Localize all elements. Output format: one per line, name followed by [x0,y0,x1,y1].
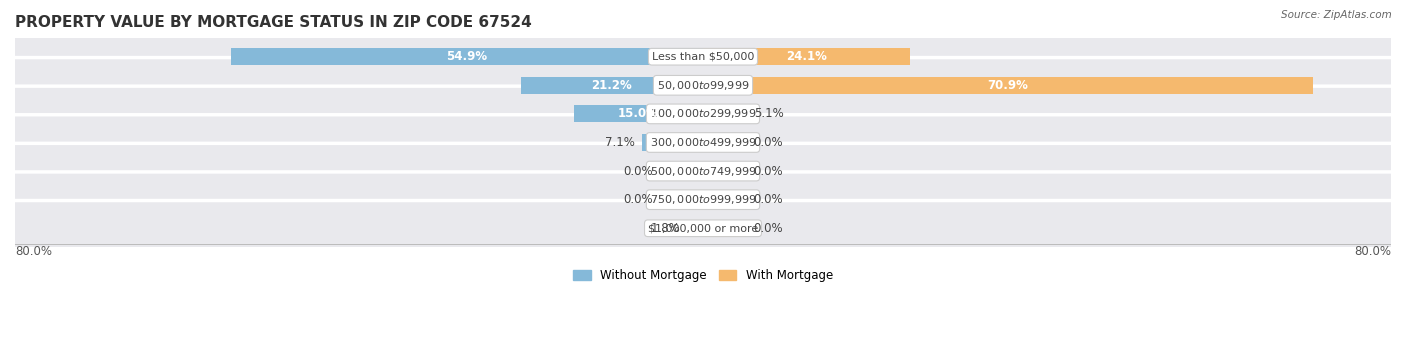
FancyBboxPatch shape [7,172,1399,227]
Text: 80.0%: 80.0% [1354,245,1391,258]
FancyBboxPatch shape [7,58,1399,113]
Text: Less than $50,000: Less than $50,000 [652,52,754,62]
Text: 70.9%: 70.9% [987,79,1028,92]
FancyBboxPatch shape [7,86,1399,142]
Bar [231,48,703,65]
Bar [574,105,703,122]
FancyBboxPatch shape [7,143,1399,199]
Bar [688,220,703,237]
Text: 0.0%: 0.0% [623,193,654,206]
Text: $1,000,000 or more: $1,000,000 or more [648,223,758,233]
FancyBboxPatch shape [7,201,1399,256]
FancyBboxPatch shape [7,29,1399,85]
Text: Source: ZipAtlas.com: Source: ZipAtlas.com [1281,10,1392,20]
Text: 7.1%: 7.1% [605,136,636,149]
Text: 21.2%: 21.2% [592,79,633,92]
Text: PROPERTY VALUE BY MORTGAGE STATUS IN ZIP CODE 67524: PROPERTY VALUE BY MORTGAGE STATUS IN ZIP… [15,15,531,30]
Text: $300,000 to $499,999: $300,000 to $499,999 [650,136,756,149]
Bar [659,163,703,180]
Bar [703,134,747,151]
Text: 0.0%: 0.0% [752,165,783,178]
Bar [703,191,747,208]
Text: 0.0%: 0.0% [623,165,654,178]
FancyBboxPatch shape [7,115,1399,170]
Text: $750,000 to $999,999: $750,000 to $999,999 [650,193,756,206]
Bar [703,163,747,180]
Text: 5.1%: 5.1% [754,107,783,120]
Bar [520,77,703,94]
Bar [703,220,747,237]
Text: 0.0%: 0.0% [752,193,783,206]
Text: 54.9%: 54.9% [446,50,488,63]
Text: 0.0%: 0.0% [752,222,783,235]
Text: $100,000 to $299,999: $100,000 to $299,999 [650,107,756,120]
Text: 15.0%: 15.0% [619,107,659,120]
Text: $500,000 to $749,999: $500,000 to $749,999 [650,165,756,178]
Bar [703,48,910,65]
Legend: Without Mortgage, With Mortgage: Without Mortgage, With Mortgage [568,264,838,287]
Bar [659,191,703,208]
Bar [643,134,703,151]
Text: 1.8%: 1.8% [651,222,681,235]
Bar [703,77,1313,94]
Text: $50,000 to $99,999: $50,000 to $99,999 [657,79,749,92]
Text: 80.0%: 80.0% [15,245,52,258]
Bar [703,105,747,122]
Text: 0.0%: 0.0% [752,136,783,149]
Text: 24.1%: 24.1% [786,50,827,63]
